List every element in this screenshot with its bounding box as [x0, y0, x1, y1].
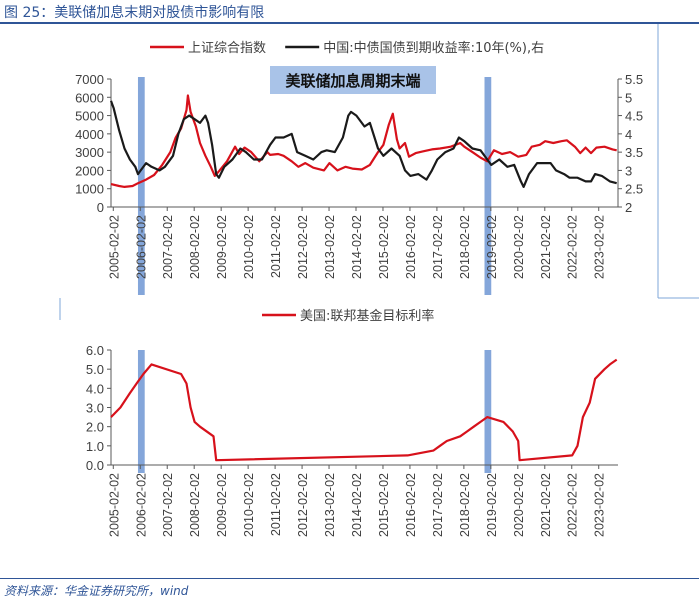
source-note: 资料来源：华金证券研究所，wind [4, 584, 189, 598]
y-left-tick-label: 4000 [75, 127, 104, 142]
x-tick-label: 2010-02-02 [242, 473, 256, 537]
x-tick-label: 2013-02-02 [323, 215, 337, 279]
y-right-tick-label: 2 [625, 200, 632, 215]
x-tick-label: 2011-02-02 [269, 215, 283, 278]
y-left-tick-label: 5000 [75, 109, 104, 124]
x-tick-label: 2015-02-02 [377, 473, 391, 537]
x-tick-label: 2022-02-02 [566, 473, 580, 537]
y-left-tick-label: 6.0 [86, 343, 104, 358]
x-tick-label: 2023-02-02 [593, 473, 607, 537]
y-right-tick-label: 3 [625, 163, 632, 178]
x-tick-label: 2017-02-02 [431, 215, 445, 279]
x-tick-label: 2007-02-02 [161, 473, 175, 537]
y-left-tick-label: 1.0 [86, 439, 104, 454]
y-left-tick-label: 2.0 [86, 420, 104, 435]
legend-label-0: 上证综合指数 [188, 41, 266, 56]
y-left-tick-label: 0 [97, 200, 104, 215]
x-tick-label: 2018-02-02 [458, 473, 472, 537]
x-tick-label: 2014-02-02 [350, 473, 364, 537]
shaded-period-0 [137, 77, 145, 295]
y-right-tick-label: 5.5 [625, 72, 643, 87]
x-tick-label: 2012-02-02 [296, 473, 310, 537]
x-tick-label: 2006-02-02 [134, 473, 148, 537]
x-tick-label: 2005-02-02 [107, 215, 121, 279]
source-divider [0, 578, 699, 579]
y-left-tick-label: 3.0 [86, 401, 104, 416]
x-tick-label: 2008-02-02 [188, 473, 202, 537]
shaded-period-0 [137, 350, 145, 473]
legend-label-0: 美国:联邦基金目标利率 [300, 308, 434, 324]
x-tick-label: 2013-02-02 [323, 473, 337, 537]
x-tick-label: 2022-02-02 [566, 215, 580, 279]
shaded-period-1 [484, 77, 492, 295]
y-left-tick-label: 5.0 [86, 362, 104, 377]
panel-frames [59, 24, 699, 320]
x-tick-label: 2023-02-02 [593, 215, 607, 279]
series-line-0 [110, 358, 618, 462]
x-tick-label: 2020-02-02 [512, 473, 526, 537]
annotation-text: 美联储加息周期末端 [285, 72, 420, 90]
series-line-1 [109, 100, 617, 188]
x-tick-label: 2007-02-02 [161, 215, 175, 279]
y-left-tick-label: 4.0 [86, 381, 104, 396]
x-tick-label: 2011-02-02 [269, 473, 283, 536]
figure-title: 图 25：美联储加息末期对股债市影响有限 [4, 5, 265, 21]
x-tick-label: 2020-02-02 [512, 215, 526, 279]
x-tick-label: 2012-02-02 [296, 215, 310, 279]
x-tick-label: 2021-02-02 [539, 215, 553, 279]
x-tick-label: 2009-02-02 [215, 215, 229, 279]
x-tick-label: 2019-02-02 [485, 473, 499, 537]
y-right-tick-label: 2.5 [625, 182, 643, 197]
title-divider [0, 22, 699, 24]
y-left-tick-label: 6000 [75, 90, 104, 105]
x-tick-label: 2016-02-02 [404, 215, 418, 279]
y-right-tick-label: 4 [625, 127, 632, 142]
y-left-tick-label: 1000 [75, 182, 104, 197]
x-tick-label: 2018-02-02 [458, 215, 472, 279]
x-tick-label: 2019-02-02 [485, 215, 499, 279]
y-left-tick-label: 7000 [75, 72, 104, 87]
y-left-tick-label: 0.0 [86, 458, 104, 473]
x-tick-label: 2006-02-02 [134, 215, 148, 279]
shaded-period-1 [484, 350, 492, 473]
y-right-tick-label: 4.5 [625, 109, 643, 124]
y-right-tick-label: 3.5 [625, 145, 643, 160]
x-tick-label: 2009-02-02 [215, 473, 229, 537]
y-left-tick-label: 3000 [75, 145, 104, 160]
x-tick-label: 2008-02-02 [188, 215, 202, 279]
y-right-tick-label: 5 [625, 90, 632, 105]
x-tick-label: 2017-02-02 [431, 473, 445, 537]
chart-bottom-fed-rate: 0.0 1.0 2.0 3.0 4.0 5.0 6.0 2005-02-02 2006-02-0… [86, 308, 618, 537]
x-tick-label: 2010-02-02 [242, 215, 256, 279]
annotation-banner [270, 66, 436, 94]
chart-top-stock-bond: 0 1000 2000 3000 4000 5000 6000 7000 2 2.5 3 3.5 4 4.… [75, 40, 643, 295]
x-tick-label: 2016-02-02 [404, 473, 418, 537]
legend-label-1: 中国:中债国债到期收益率:10年(%),右 [323, 40, 544, 56]
x-tick-label: 2005-02-02 [107, 473, 121, 537]
series-line-0 [110, 94, 617, 188]
x-tick-label: 2014-02-02 [350, 215, 364, 279]
x-tick-label: 2021-02-02 [539, 473, 553, 537]
y-left-tick-label: 2000 [75, 163, 104, 178]
x-tick-label: 2015-02-02 [377, 215, 391, 279]
